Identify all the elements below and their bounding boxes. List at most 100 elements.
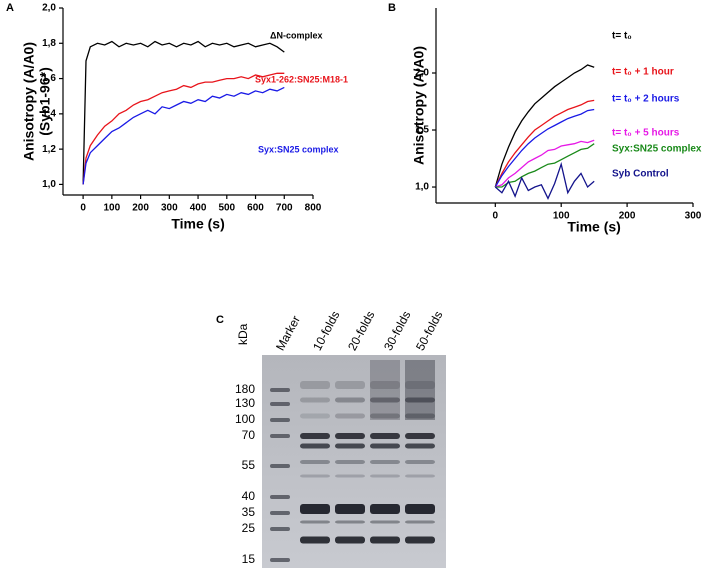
x-tick-label: 700 [276,203,293,214]
y-tick-label: 2,0 [42,3,56,14]
x-tick-label: 500 [218,203,235,214]
gel-smear [405,360,435,420]
series-label: Syx:SN25 complex [258,144,339,154]
panel-label: C [216,314,224,326]
gel-band [370,520,400,524]
gel-band [370,433,400,439]
x-tick-label: 200 [619,211,636,222]
series-label: t= t₀ [612,31,632,42]
gel-band [370,397,400,403]
y-tick-label: 1,0 [42,179,56,190]
x-tick-label: 300 [161,203,178,214]
gel-band [405,381,435,389]
gel-band [335,536,365,544]
gel [262,355,446,568]
x-tick-label: 100 [104,203,121,214]
marker-size: 35 [242,505,256,519]
gel-band [405,520,435,524]
y-axis-label: Anisotropy (A/A0) [21,42,37,161]
gel-band [300,536,330,544]
x-tick-label: 800 [305,203,322,214]
gel-band [300,433,330,439]
panel-label: A [6,2,14,14]
series-line [82,86,285,185]
gel-band [335,397,365,403]
marker-size: 15 [242,552,256,566]
marker-size: 100 [235,412,255,426]
marker-size: 70 [242,428,256,442]
gel-band [405,536,435,544]
y-tick-label: 1,0 [415,182,429,193]
y-axis-label: (Syb1-96*) [37,67,53,135]
ladder-band [270,495,290,499]
x-tick-label: 600 [247,203,264,214]
x-tick-label: 100 [553,211,570,222]
panel-label: B [388,2,396,14]
gel-band [335,460,365,464]
x-tick-label: 0 [493,211,499,222]
gel-band [405,474,435,478]
gel-band [370,443,400,449]
series-line [82,72,285,185]
gel-band [300,413,330,419]
x-tick-label: 400 [190,203,207,214]
series-line [494,99,595,188]
gel-band [335,443,365,449]
series-line [494,64,595,188]
series-label: Syb Control [612,169,669,180]
ladder-band [270,527,290,531]
gel-band [300,460,330,464]
ladder-band [270,402,290,406]
gel-band [370,413,400,419]
series-line [82,40,285,185]
gel-band [300,443,330,449]
gel-smear [370,360,400,420]
series-line [494,108,595,188]
series-label: Syx:SN25 complex [612,144,702,155]
y-tick-label: 1,2 [42,144,56,155]
gel-band [300,397,330,403]
x-tick-label: 200 [132,203,149,214]
ladder-band [270,464,290,468]
gel-band [335,520,365,524]
x-axis-label: Time (s) [567,219,620,235]
lane-label: 20-folds [345,309,377,353]
lane-label: Marker [273,313,303,353]
gel-band [370,381,400,389]
ladder-band [270,434,290,438]
y-tick-label: 1,5 [415,125,429,136]
unit-label: kDa [236,323,250,345]
lane-label: 50-folds [413,309,445,353]
marker-size: 130 [235,396,255,410]
gel-band [335,474,365,478]
marker-size: 25 [242,521,256,535]
series-label: t= t₀ + 5 hours [612,128,680,139]
marker-size: 55 [242,458,256,472]
gel-band [335,381,365,389]
ladder-band [270,388,290,392]
ladder-band [270,511,290,515]
gel-band [405,460,435,464]
x-tick-label: 300 [685,211,702,222]
gel-band [300,504,330,514]
gel-band [370,536,400,544]
gel-band [405,397,435,403]
ladder-band [270,418,290,422]
series-label: t= t₀ + 1 hour [612,67,674,78]
gel-band [405,433,435,439]
marker-size: 180 [235,382,255,396]
gel-band [300,381,330,389]
lane-label: 30-folds [381,309,413,353]
ladder-band [270,558,290,562]
x-axis-label: Time (s) [171,216,224,232]
gel-band [335,504,365,514]
marker-size: 40 [242,489,256,503]
series-line [495,139,595,188]
gel-band [370,474,400,478]
gel-band [370,504,400,514]
series-line [494,161,595,200]
gel-band [405,413,435,419]
y-tick-label: 1,8 [42,38,56,49]
gel-band [370,460,400,464]
